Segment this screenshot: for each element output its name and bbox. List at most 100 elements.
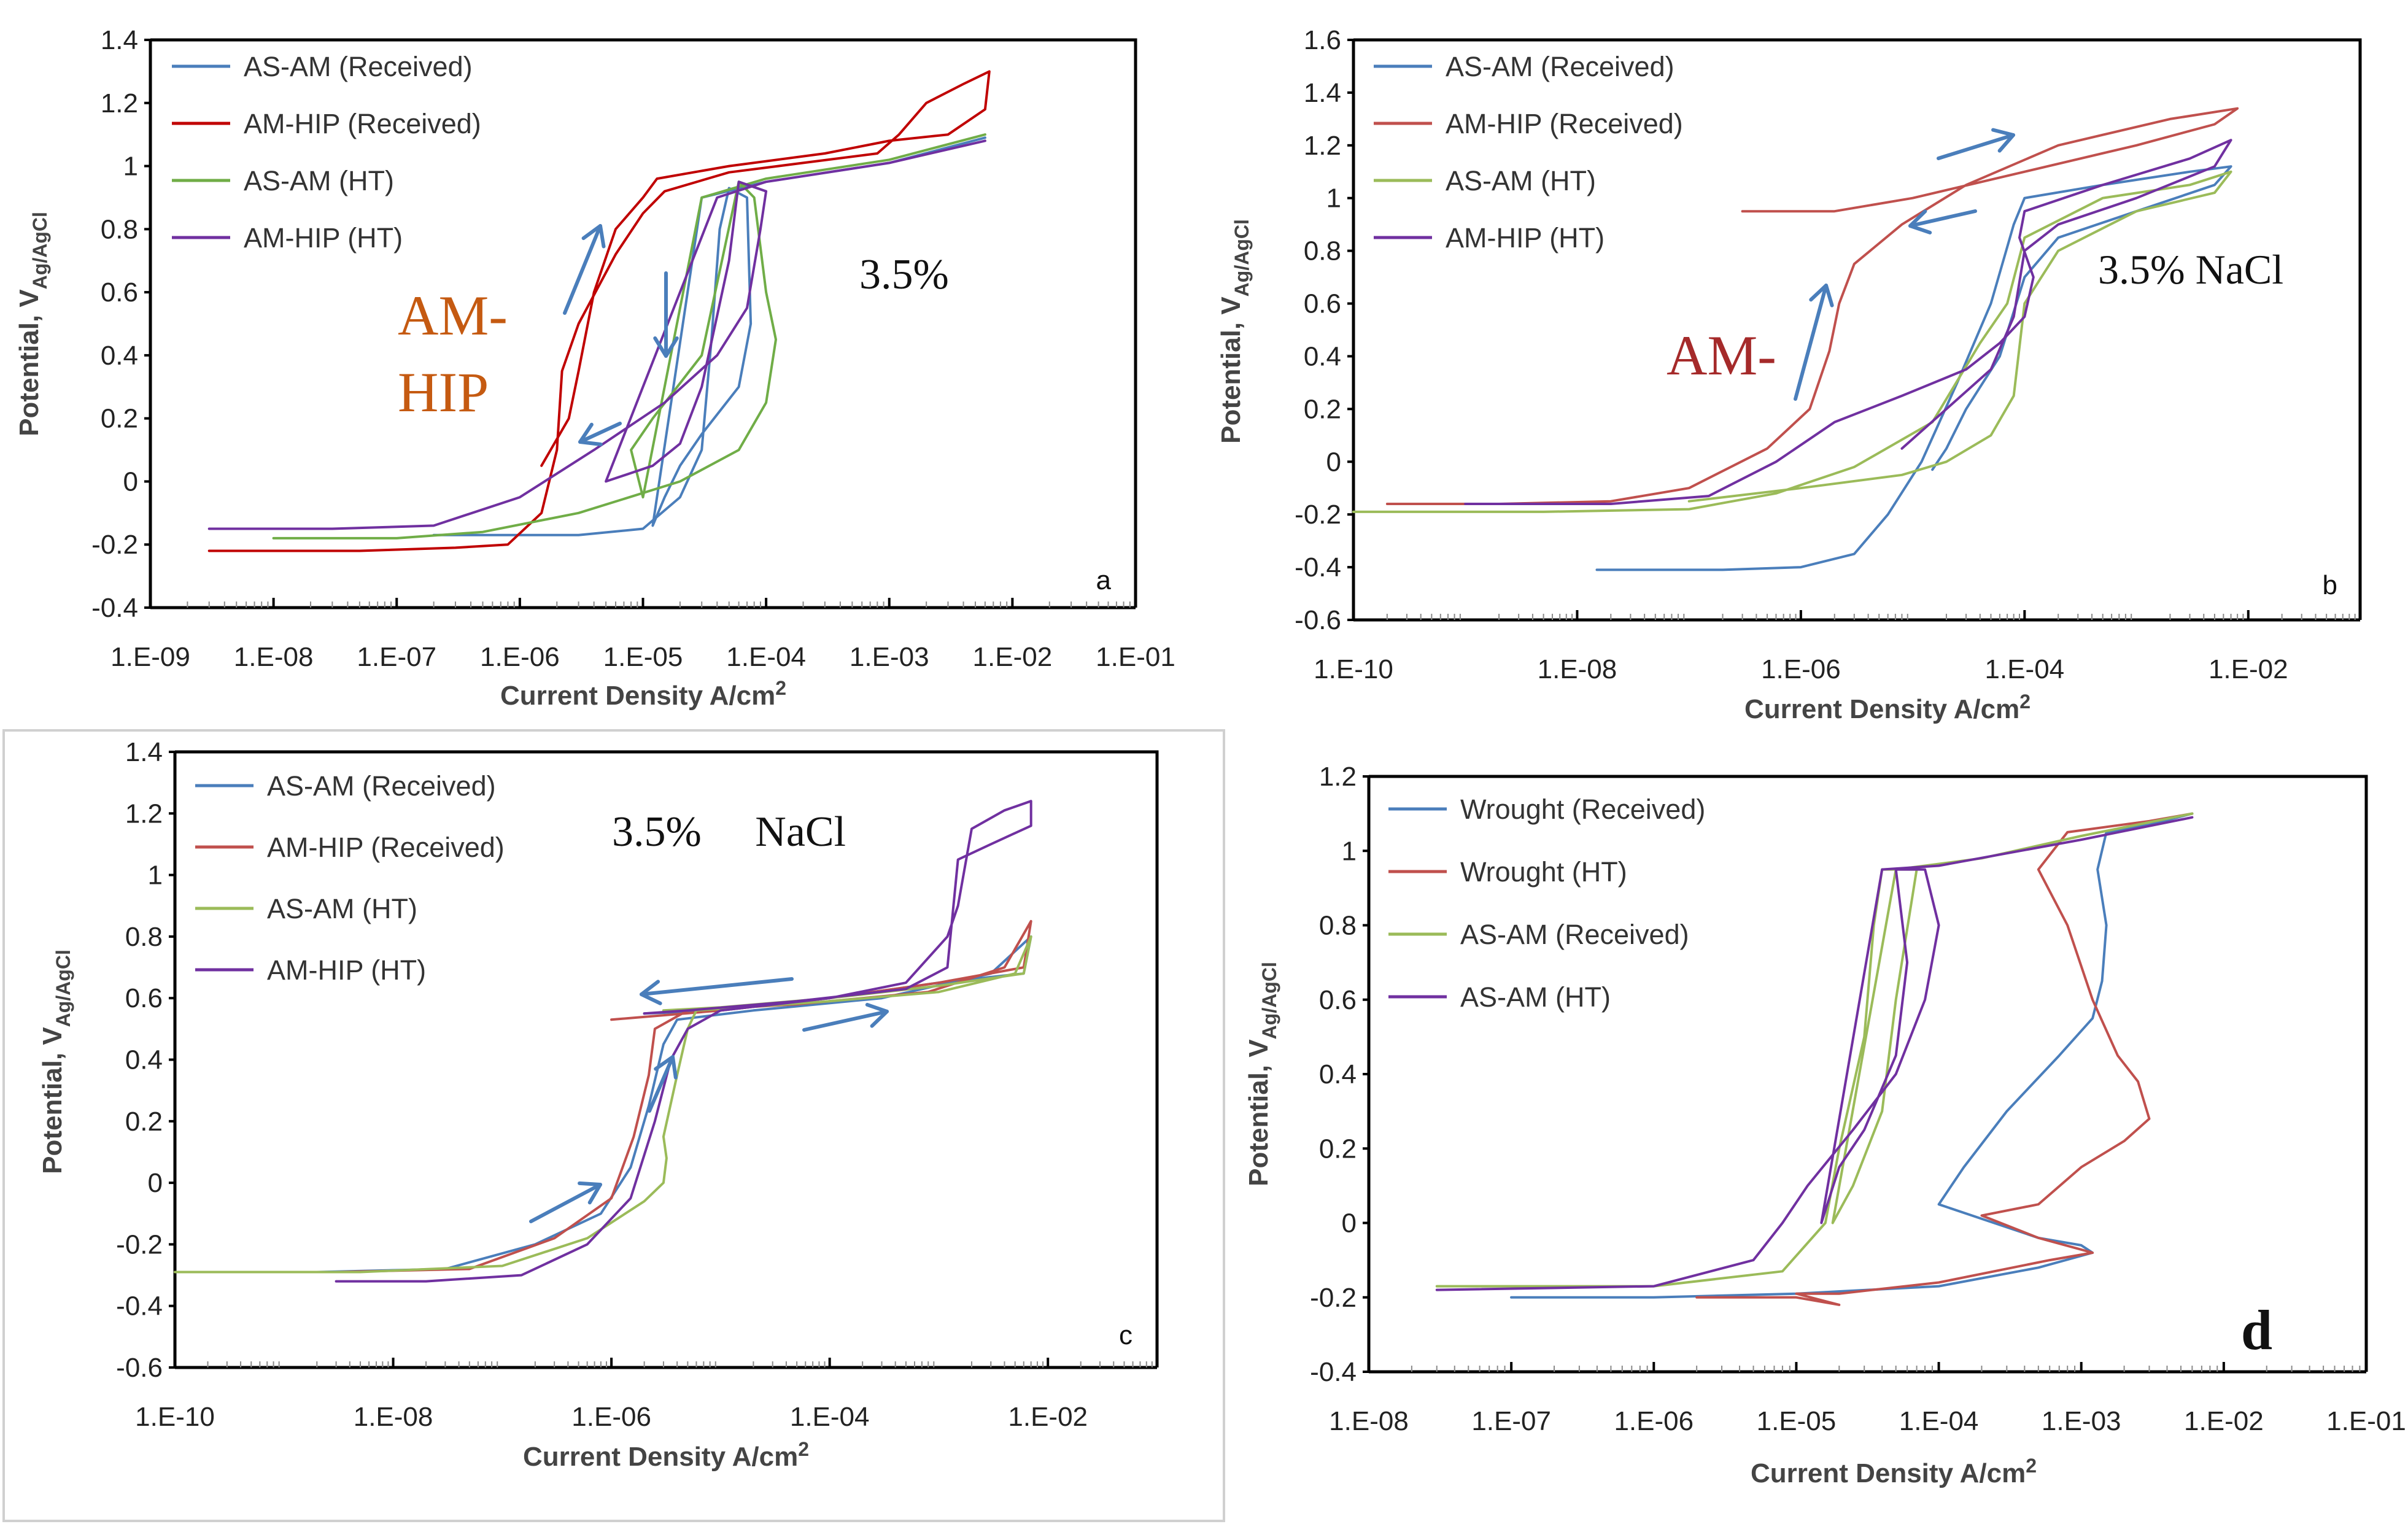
direction-arrow-head <box>865 1002 889 1028</box>
x-tick-label: 1.E-01 <box>2326 1406 2406 1436</box>
series-line-1 <box>207 70 991 552</box>
x-tick-label: 1.E-04 <box>1985 654 2065 684</box>
legend-entry-label: AS-AM (Received) <box>1446 51 1674 82</box>
direction-arrow <box>578 422 622 444</box>
y-tick-label: -0.6 <box>116 1353 163 1383</box>
chart-panel-d: 1.E-08 1.E-07 1.E-06 1.E-05 1.E-04 1.E-03 1.E-… <box>1244 762 2406 1488</box>
legend-entry-label: AM-HIP (HT) <box>1446 222 1605 253</box>
y-tick-label: -0.4 <box>116 1291 163 1321</box>
y-tick-label: 0.2 <box>1319 1134 1357 1164</box>
sample-annotation: AM- <box>398 284 508 347</box>
legend-entry-label: AS-AM (Received) <box>267 770 496 802</box>
y-tick-label: 0 <box>123 466 138 497</box>
legend-entry-label: Wrought (Received) <box>1460 794 1705 825</box>
panel-label: c <box>1119 1320 1132 1350</box>
direction-arrow-head <box>1809 284 1834 308</box>
direction-arrow <box>1937 133 2015 160</box>
plot-border <box>1369 775 2368 1372</box>
y-tick-label: 0.4 <box>125 1045 163 1075</box>
x-tick-label: 1.E-08 <box>1538 654 1617 684</box>
direction-arrow-head <box>1908 209 1932 234</box>
series-line-0 <box>1510 812 2194 1299</box>
y-tick-label: -0.2 <box>1295 500 1341 530</box>
legend-entry-label: AS-AM (HT) <box>267 893 417 924</box>
series-line-1 <box>1695 812 2194 1306</box>
direction-arrow <box>648 1055 675 1113</box>
x-tick-label: 1.E-02 <box>1008 1402 1088 1432</box>
y-tick-label: -0.2 <box>1310 1283 1357 1313</box>
legend-entry-label: AS-AM (Received) <box>1460 919 1689 950</box>
y-tick-label: 0.6 <box>125 983 163 1013</box>
y-tick-label: 0.4 <box>1304 341 1341 371</box>
series-line-3 <box>1464 139 2232 505</box>
y-tick-label: -0.6 <box>1295 605 1341 635</box>
y-tick-label: -0.4 <box>1310 1357 1357 1387</box>
direction-arrow-head <box>653 336 679 358</box>
y-tick-label: 1 <box>1342 836 1357 866</box>
y-tick-label: 0.6 <box>1319 985 1357 1015</box>
x-axis-title: Current Density A/cm2 <box>1751 1455 2037 1488</box>
y-tick-label: 0.2 <box>125 1107 163 1137</box>
y-tick-label: -0.2 <box>91 530 138 560</box>
x-tick-label: 1.E-02 <box>973 642 1053 672</box>
legend-entry-label: AM-HIP (Received) <box>244 108 481 139</box>
electrolyte-annotation: 3.5% NaCl <box>2098 246 2283 293</box>
chart-panel-a: 1.E-09 1.E-08 1.E-07 1.E-06 1.E-05 1.E-04 1.E-… <box>14 25 1175 711</box>
electrolyte-annotation: 3.5% <box>859 251 949 298</box>
y-tick-label: 0.8 <box>101 214 138 244</box>
y-tick-label: 1.2 <box>1304 131 1341 161</box>
x-tick-label: 1.E-08 <box>1329 1406 1409 1436</box>
y-tick-label: 0.2 <box>1304 394 1341 424</box>
x-axis-title: Current Density A/cm2 <box>523 1438 809 1472</box>
legend-entry-label: Wrought (HT) <box>1460 856 1627 888</box>
y-tick-label: 1.6 <box>1304 25 1341 55</box>
y-tick-label: 0.8 <box>1319 911 1357 941</box>
direction-arrow-head <box>1991 128 2015 153</box>
y-tick-label: 1.4 <box>101 25 138 55</box>
y-tick-label: 1.4 <box>1304 78 1341 108</box>
panel-c-frame <box>2 729 1225 1522</box>
direction-arrow-head <box>578 422 603 446</box>
y-tick-label: 1.4 <box>125 737 163 767</box>
y-tick-label: 0 <box>148 1168 163 1198</box>
y-tick-label: 1.2 <box>1319 762 1357 792</box>
y-tick-label: 1.2 <box>125 799 163 829</box>
series-line-3 <box>207 139 986 530</box>
y-tick-label: 1.2 <box>101 88 138 118</box>
y-tick-label: 1 <box>148 861 163 891</box>
y-tick-label: 1 <box>123 152 138 182</box>
x-tick-label: 1.E-01 <box>1096 642 1175 672</box>
electrolyte-annotation: 3.5% NaCl <box>612 808 846 856</box>
x-tick-label: 1.E-06 <box>480 642 560 672</box>
direction-arrow <box>1794 284 1828 401</box>
y-tick-label: 0.4 <box>1319 1059 1357 1089</box>
legend-entry-label: AS-AM (HT) <box>1446 165 1596 196</box>
direction-arrow-head <box>581 224 606 249</box>
direction-arrow-head <box>654 1055 678 1080</box>
x-tick-label: 1.E-06 <box>1614 1406 1694 1436</box>
x-axis-title: Current Density A/cm2 <box>1744 690 2031 724</box>
y-axis-title: Potential, VAg/AgCl <box>1216 219 1253 444</box>
plot-border <box>175 750 1159 1367</box>
y-tick-label: 0 <box>1342 1209 1357 1239</box>
panel-label: a <box>1096 565 1112 595</box>
series-line-1 <box>1385 107 2239 505</box>
series-line-2 <box>272 133 986 540</box>
direction-arrow <box>563 224 602 315</box>
panel-label: d <box>2241 1299 2272 1361</box>
y-tick-label: -0.2 <box>116 1229 163 1259</box>
x-tick-label: 1.E-08 <box>234 642 314 672</box>
legend-entry-label: AS-AM (HT) <box>1460 981 1611 1013</box>
y-tick-label: 0.4 <box>101 341 138 371</box>
series-line-3 <box>1435 816 2194 1291</box>
x-tick-label: 1.E-07 <box>357 642 436 672</box>
x-tick-label: 1.E-04 <box>790 1402 870 1432</box>
y-tick-label: -0.4 <box>91 593 138 623</box>
x-tick-label: 1.E-03 <box>2042 1406 2121 1436</box>
direction-arrow <box>802 1010 889 1032</box>
legend-entry-label: AS-AM (HT) <box>244 165 394 196</box>
y-tick-label: 0.6 <box>1304 289 1341 319</box>
x-tick-label: 1.E-02 <box>2184 1406 2264 1436</box>
x-tick-label: 1.E-05 <box>1757 1406 1837 1436</box>
